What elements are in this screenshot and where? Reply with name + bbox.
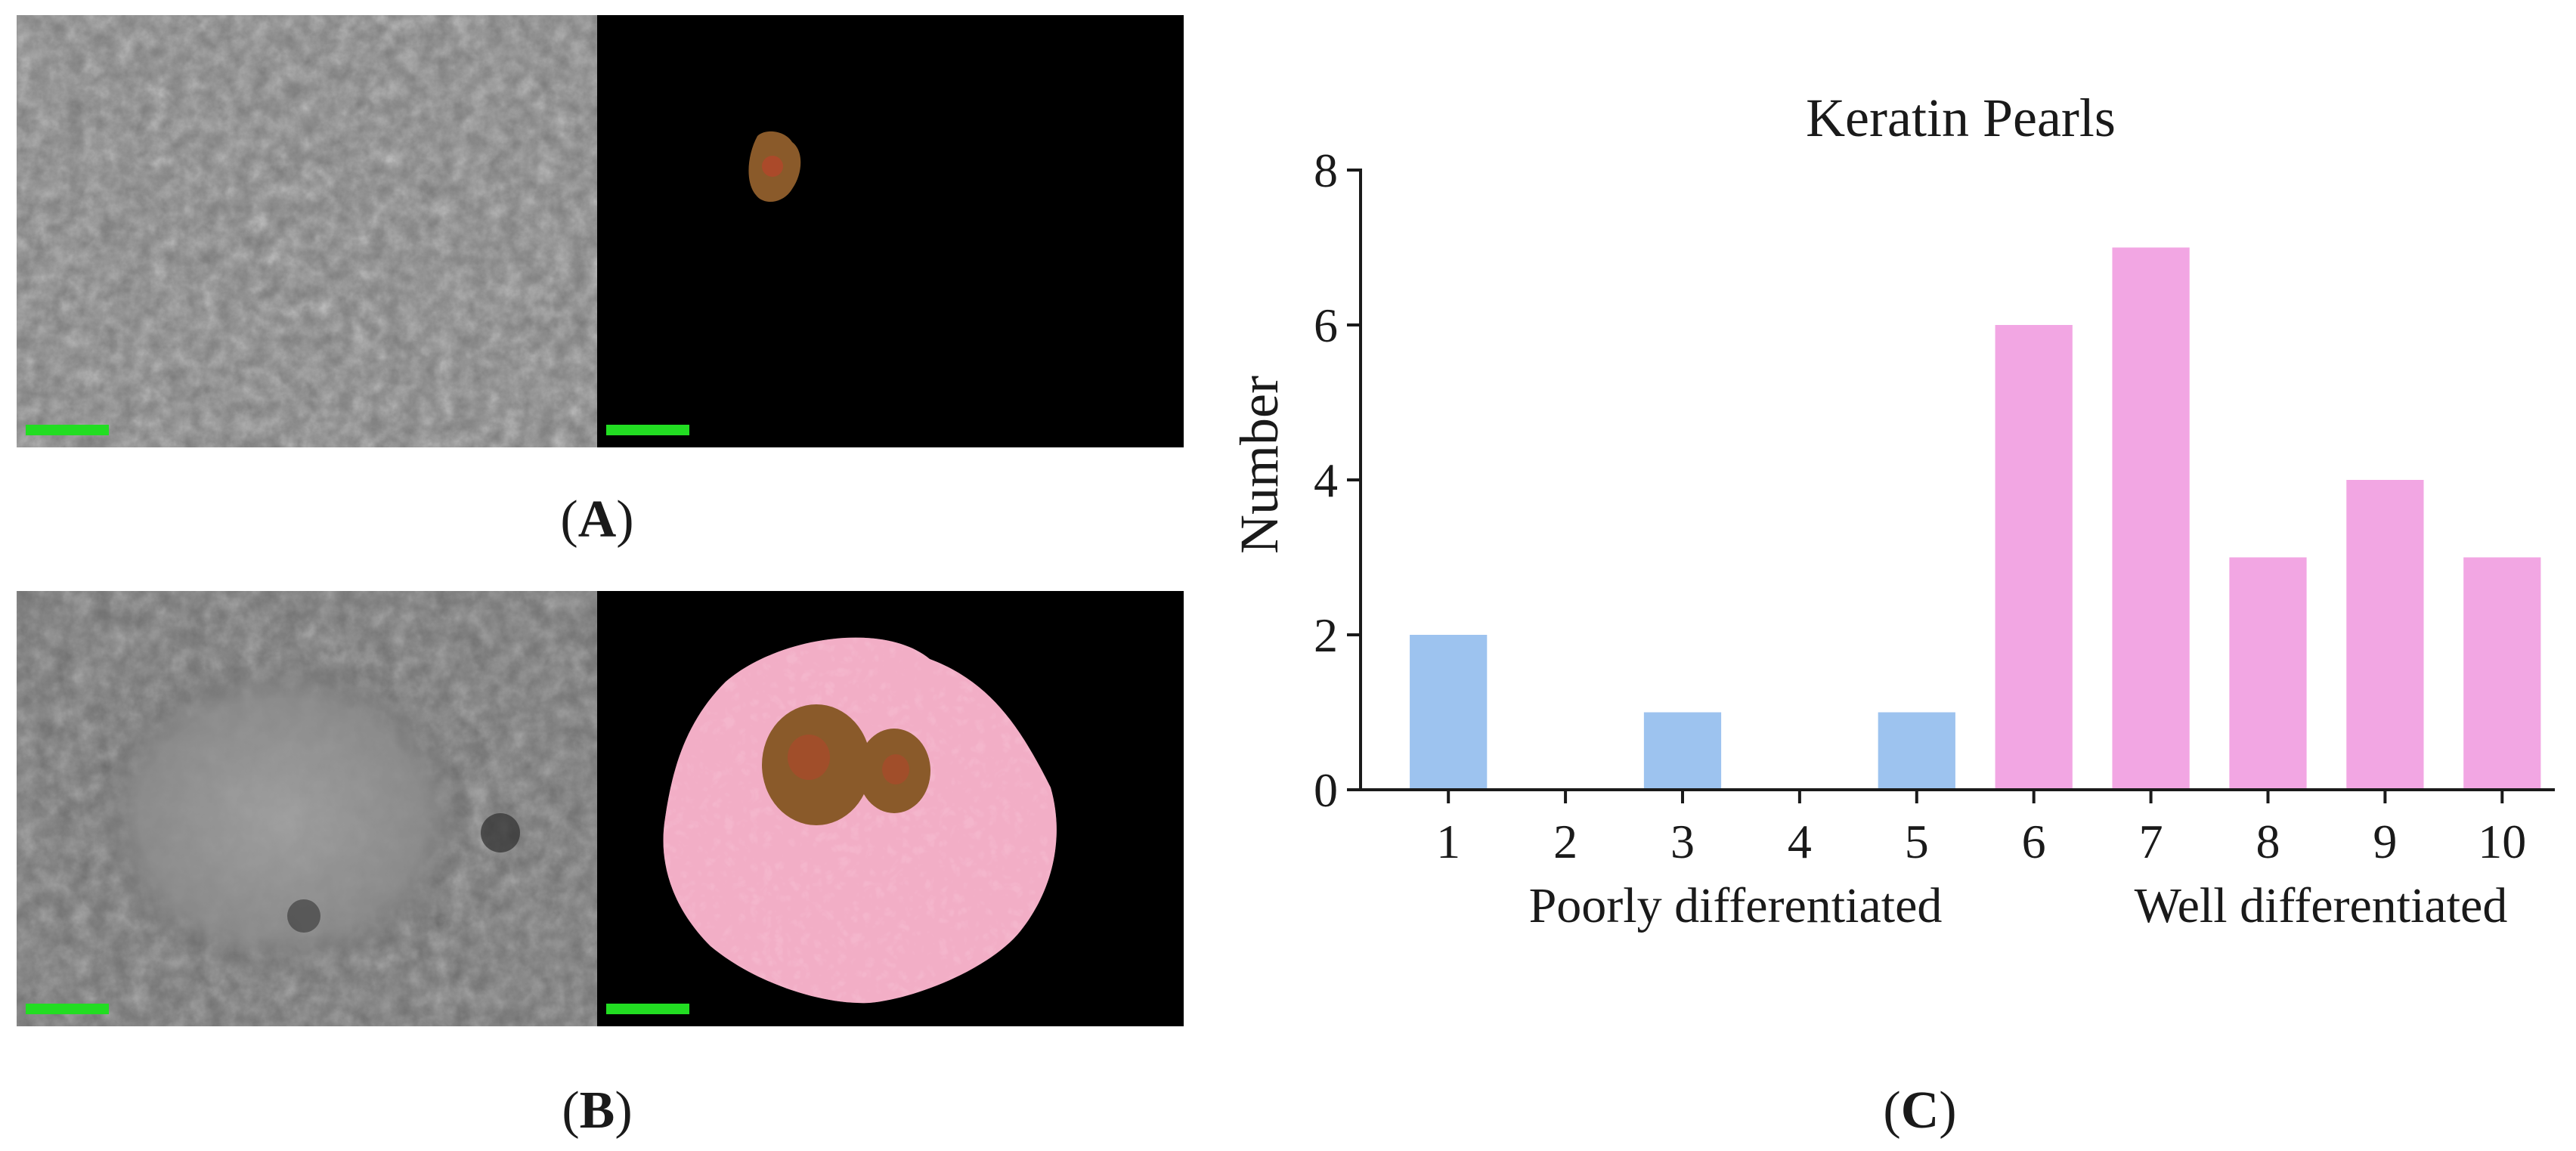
scale-bar: [606, 425, 689, 435]
scale-bar: [26, 1004, 109, 1014]
scale-bar: [606, 1004, 689, 1014]
panel-b-segmentation-image: [597, 591, 1184, 1026]
x-tick-label: 8: [2256, 815, 2280, 868]
y-tick-label: 0: [1314, 763, 1338, 817]
group-label: Poorly differentiated: [1529, 878, 1943, 933]
keratin-pearl-region: [762, 704, 871, 825]
y-axis-label: Number: [1229, 376, 1290, 554]
bar-7: [2112, 247, 2190, 790]
x-tick-label: 7: [2139, 815, 2163, 868]
x-tick-label: 6: [2022, 815, 2046, 868]
x-tick-label: 3: [1670, 815, 1695, 868]
y-tick-label: 8: [1314, 144, 1338, 197]
x-tick-label: 1: [1436, 815, 1460, 868]
panel-a-brightfield-image: [17, 15, 597, 447]
bar-3: [1643, 712, 1722, 790]
x-tick-label: 9: [2373, 815, 2397, 868]
y-tick-label: 6: [1314, 299, 1338, 352]
x-tick-label: 4: [1788, 815, 1812, 868]
keratin-pearl-region: [858, 729, 930, 813]
bar-1: [1410, 635, 1488, 790]
panel-a-label: (A): [560, 490, 634, 549]
group-label: Well differentiated: [2135, 878, 2508, 933]
x-tick-label: 2: [1553, 815, 1577, 868]
x-tick-label: 10: [2478, 815, 2526, 868]
bar-10: [2463, 557, 2541, 790]
panel-b-label: (B): [562, 1081, 633, 1140]
panel-c-label: (C): [1883, 1081, 1957, 1140]
panel-b-brightfield-image: [17, 591, 597, 1026]
y-tick-label: 2: [1314, 608, 1338, 662]
bar-8: [2229, 557, 2307, 790]
y-tick-label: 4: [1314, 453, 1338, 507]
bar-5: [1878, 712, 1955, 790]
x-tick-label: 5: [1905, 815, 1929, 868]
bar-9: [2346, 480, 2424, 790]
bar-6: [1995, 325, 2073, 790]
scale-bar: [26, 425, 109, 435]
panel-a-segmentation-image: [597, 15, 1184, 447]
chart-title: Keratin Pearls: [1806, 88, 2116, 148]
